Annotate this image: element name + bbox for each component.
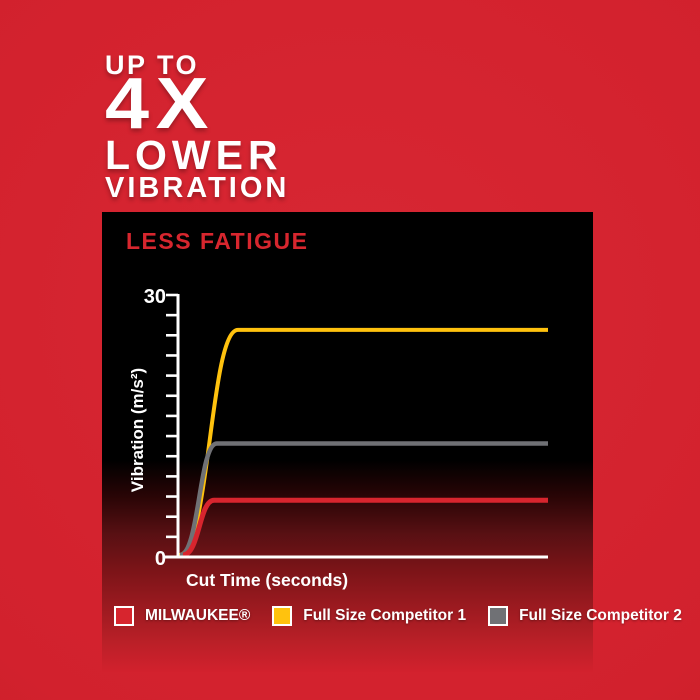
milwaukee-swatch-icon — [114, 606, 134, 626]
chart-panel: LESS FATIGUE 30 0 Vibration (m/s²) Cut T… — [102, 212, 682, 672]
legend-label: Full Size Competitor 2 — [519, 607, 682, 624]
headline-4x: 4X — [105, 64, 216, 144]
competitor1-swatch-icon — [272, 606, 293, 626]
y-axis-title: Vibration (m/s²) — [128, 367, 147, 493]
chart-legend: MILWAUKEE® Full Size Competitor 1 Full S… — [114, 606, 682, 626]
legend-item-competitor2: Full Size Competitor 2 — [488, 606, 682, 626]
competitor2-swatch-icon — [488, 606, 509, 626]
chart-title: LESS FATIGUE — [126, 228, 309, 254]
y-axis-max-label: 30 — [143, 286, 166, 308]
headline-vibration: VIBRATION — [105, 172, 290, 204]
headline-up-to: UP TO — [105, 50, 200, 80]
headline-lower: LOWER — [105, 132, 283, 178]
legend-label: MILWAUKEE® — [145, 607, 251, 624]
legend-item-milwaukee: MILWAUKEE® — [114, 606, 250, 626]
x-axis-title: Cut Time (seconds) — [186, 570, 349, 590]
vibration-chart-svg — [165, 293, 548, 559]
y-axis-min-label: 0 — [154, 548, 166, 570]
legend-item-competitor1: Full Size Competitor 1 — [272, 606, 466, 626]
legend-label: Full Size Competitor 1 — [303, 607, 467, 624]
